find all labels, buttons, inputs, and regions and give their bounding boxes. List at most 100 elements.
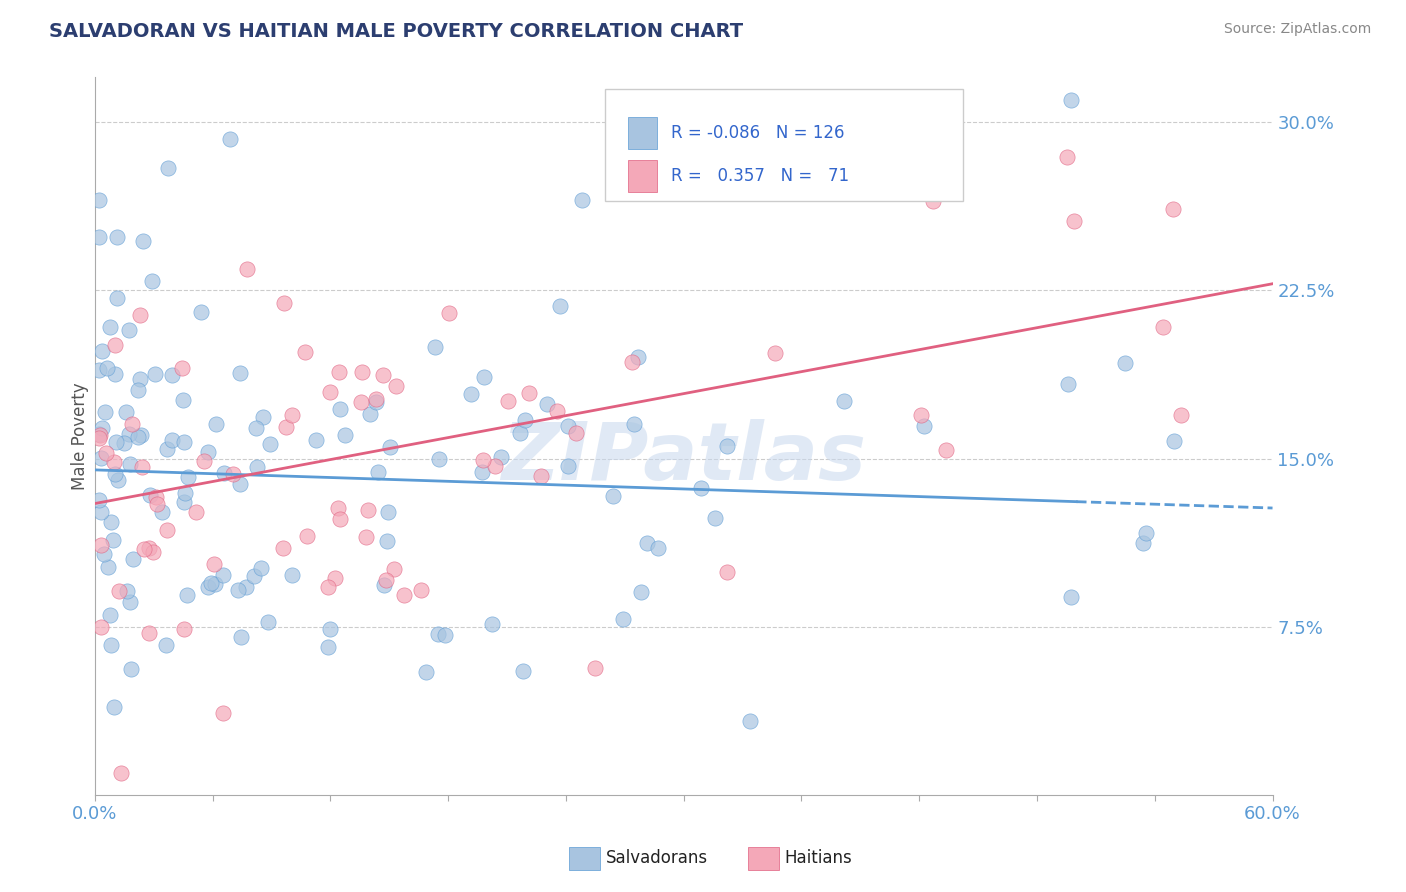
Point xyxy=(105,291,128,305)
Point xyxy=(366,392,388,406)
Point xyxy=(173,494,195,508)
Point xyxy=(173,434,195,449)
Point xyxy=(246,459,269,474)
Point xyxy=(329,511,352,525)
Point xyxy=(156,524,179,538)
Point xyxy=(235,261,257,276)
Point xyxy=(101,533,124,548)
Text: R = -0.086   N = 126: R = -0.086 N = 126 xyxy=(671,124,844,142)
Point xyxy=(489,450,512,464)
Point xyxy=(176,588,198,602)
Point xyxy=(197,580,219,594)
Point xyxy=(243,569,266,583)
Point xyxy=(108,584,131,599)
Point xyxy=(519,385,541,400)
Point xyxy=(565,425,588,440)
Point xyxy=(357,502,380,516)
Point xyxy=(716,439,738,453)
Point xyxy=(200,575,222,590)
Point xyxy=(433,628,456,642)
Point xyxy=(94,445,117,459)
Point xyxy=(827,153,849,167)
Point xyxy=(93,547,115,561)
Point xyxy=(548,299,571,313)
Point xyxy=(316,640,339,655)
Text: Haitians: Haitians xyxy=(785,849,852,867)
Point xyxy=(141,274,163,288)
Point xyxy=(174,485,197,500)
Point xyxy=(316,580,339,594)
Point xyxy=(193,454,215,468)
Point xyxy=(98,320,121,334)
Point xyxy=(411,582,433,597)
Point xyxy=(377,505,399,519)
Point xyxy=(202,557,225,571)
Point xyxy=(160,368,183,383)
Point xyxy=(107,473,129,487)
Point xyxy=(170,360,193,375)
Point xyxy=(110,765,132,780)
Point xyxy=(326,501,349,516)
Point xyxy=(131,460,153,475)
Point xyxy=(1060,93,1083,107)
Point xyxy=(384,562,406,576)
Text: Source: ZipAtlas.com: Source: ZipAtlas.com xyxy=(1223,22,1371,37)
Point xyxy=(132,235,155,249)
Point xyxy=(763,346,786,360)
Point xyxy=(212,467,235,481)
Text: SALVADORAN VS HAITIAN MALE POVERTY CORRELATION CHART: SALVADORAN VS HAITIAN MALE POVERTY CORRE… xyxy=(49,22,744,41)
Point xyxy=(91,344,114,359)
Point xyxy=(437,306,460,320)
Point xyxy=(249,561,271,575)
Point xyxy=(142,545,165,559)
Point xyxy=(367,465,389,479)
Point xyxy=(162,434,184,448)
Point xyxy=(716,565,738,579)
Point xyxy=(173,622,195,636)
Point xyxy=(294,345,316,359)
Point xyxy=(150,505,173,519)
Point xyxy=(509,425,531,440)
Point xyxy=(94,405,117,419)
Point xyxy=(100,516,122,530)
Point xyxy=(91,421,114,435)
Point xyxy=(222,467,245,481)
Point xyxy=(333,428,356,442)
Point xyxy=(190,305,212,319)
Point xyxy=(273,296,295,310)
Point xyxy=(922,194,945,208)
Point xyxy=(156,442,179,457)
Point xyxy=(245,420,267,434)
Point xyxy=(1132,535,1154,549)
Point xyxy=(627,351,650,365)
Point xyxy=(90,450,112,465)
Point xyxy=(530,469,553,483)
Point xyxy=(229,366,252,380)
Point xyxy=(117,426,139,441)
Point xyxy=(176,470,198,484)
Point xyxy=(354,530,377,544)
Point xyxy=(359,408,381,422)
Text: ZIPatlas: ZIPatlas xyxy=(501,418,866,497)
Point xyxy=(259,437,281,451)
Point xyxy=(319,623,342,637)
Point xyxy=(373,578,395,592)
Point xyxy=(138,541,160,556)
Point xyxy=(415,665,437,679)
Point xyxy=(271,541,294,555)
Y-axis label: Male Poverty: Male Poverty xyxy=(72,383,89,490)
Point xyxy=(87,230,110,244)
Point xyxy=(1152,320,1174,334)
Point xyxy=(1063,214,1085,228)
Point xyxy=(484,459,506,474)
Point xyxy=(252,409,274,424)
Point xyxy=(380,440,402,454)
Point xyxy=(212,567,235,582)
Point xyxy=(97,560,120,574)
Point xyxy=(197,445,219,459)
Point xyxy=(155,638,177,652)
Point xyxy=(426,626,449,640)
Point xyxy=(257,615,280,630)
Point xyxy=(352,365,374,379)
Point xyxy=(623,417,645,431)
